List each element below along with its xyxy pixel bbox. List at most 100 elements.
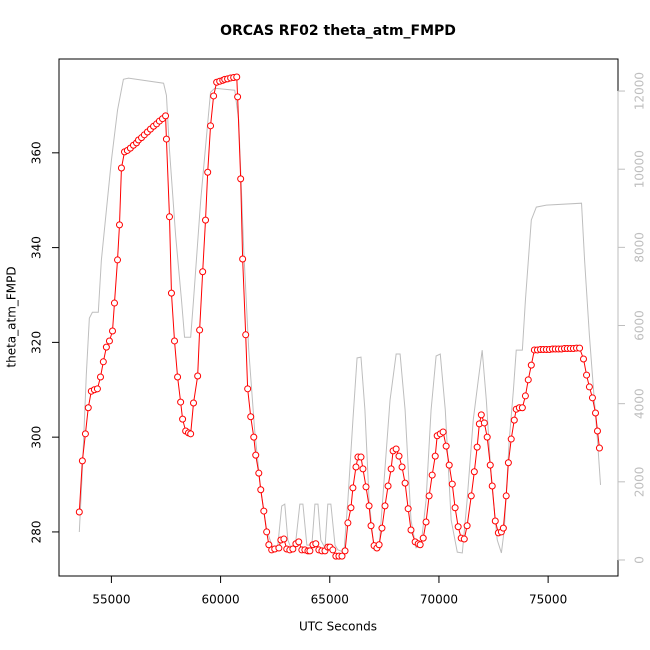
point (255, 469, 263, 477)
point (502, 492, 510, 500)
point (359, 465, 367, 473)
point (171, 337, 179, 345)
y-tick-label: 340 (30, 236, 44, 259)
point (260, 507, 268, 515)
point (239, 255, 247, 263)
point (347, 504, 355, 512)
y-tick-label: 320 (30, 331, 44, 354)
point (445, 461, 453, 469)
point (207, 122, 215, 130)
point (96, 373, 104, 381)
point (75, 508, 83, 516)
point (463, 522, 471, 530)
point (527, 361, 535, 369)
point (115, 221, 123, 229)
point (250, 433, 258, 441)
point (518, 404, 526, 412)
y2-tick-label: 10000 (633, 150, 647, 188)
point (162, 112, 170, 120)
point (592, 409, 600, 417)
point (378, 524, 386, 532)
point (99, 358, 107, 366)
point (422, 518, 430, 526)
point (442, 442, 450, 450)
point (167, 289, 175, 297)
point (93, 385, 101, 393)
point (257, 486, 265, 494)
point (491, 517, 499, 525)
point (504, 459, 512, 467)
point (190, 399, 198, 407)
point (473, 443, 481, 451)
point (114, 256, 122, 264)
point (480, 419, 488, 427)
y-tick-label: 280 (30, 520, 44, 543)
point (199, 268, 207, 276)
point (117, 164, 125, 172)
x-tick-label: 75000 (529, 593, 567, 607)
point (234, 93, 242, 101)
point (210, 92, 218, 100)
point (289, 545, 297, 553)
point (579, 355, 587, 363)
point (265, 541, 273, 549)
point (295, 538, 303, 546)
point (398, 463, 406, 471)
point (381, 502, 389, 510)
point (349, 484, 357, 492)
point (395, 452, 403, 460)
x-tick-label: 55000 (92, 593, 130, 607)
x-tick-label: 60000 (201, 593, 239, 607)
y-axis-label: theta_atm_FMPD (5, 266, 19, 367)
point (280, 535, 288, 543)
point (177, 398, 185, 406)
x-tick-label: 70000 (420, 593, 458, 607)
point (244, 385, 252, 393)
point (352, 463, 360, 471)
y2-tick-label: 12000 (633, 72, 647, 110)
point (365, 502, 373, 510)
point (341, 547, 349, 555)
point (84, 404, 92, 412)
point (467, 492, 475, 500)
point (179, 415, 187, 423)
point (454, 523, 462, 531)
point (233, 73, 241, 81)
point (407, 526, 415, 534)
y2-tick-label: 6000 (633, 310, 647, 341)
point (312, 540, 320, 548)
point (329, 546, 337, 554)
point (510, 416, 518, 424)
point (431, 452, 439, 460)
point (576, 344, 584, 352)
point (375, 541, 383, 549)
point (448, 480, 456, 488)
point (428, 471, 436, 479)
point (110, 299, 118, 307)
y2-tick-label: 8000 (633, 232, 647, 263)
point (344, 519, 352, 527)
point (108, 327, 116, 335)
point (247, 413, 255, 421)
point (595, 444, 603, 452)
point (387, 465, 395, 473)
point (470, 468, 478, 476)
point (165, 213, 173, 221)
point (263, 528, 271, 536)
point (306, 547, 314, 555)
point (486, 461, 494, 469)
point (521, 392, 529, 400)
point (404, 505, 412, 513)
point (507, 435, 515, 443)
point (357, 453, 365, 461)
point (174, 373, 182, 381)
point (524, 376, 532, 384)
point (585, 383, 593, 391)
y-tick-label: 360 (30, 141, 44, 164)
point (439, 428, 447, 436)
point (588, 394, 596, 402)
point (451, 504, 459, 512)
chart-title: ORCAS RF02 theta_atm_FMPD (220, 23, 456, 39)
point (460, 535, 468, 543)
